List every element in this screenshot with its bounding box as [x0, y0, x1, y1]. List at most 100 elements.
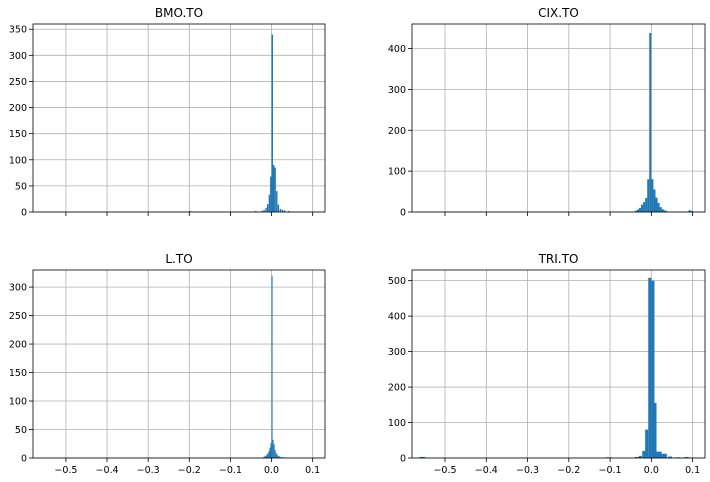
y-tick-label: 200	[388, 126, 406, 137]
histogram-bar	[273, 444, 275, 458]
histogram-bar	[657, 203, 660, 212]
y-tick-label: 400	[388, 44, 406, 55]
histogram-bar	[274, 450, 276, 458]
histogram-bar	[419, 456, 426, 458]
histogram-bar	[263, 456, 265, 458]
y-tick-label: 150	[9, 368, 27, 379]
histogram-bar	[275, 452, 277, 458]
histogram-bar	[663, 210, 666, 212]
x-tick-label: 0.0	[264, 465, 279, 476]
y-tick-label: 500	[388, 276, 406, 287]
axes-frame	[32, 269, 326, 459]
histogram-bar	[634, 210, 637, 212]
histogram-bar	[270, 443, 272, 458]
histogram-bar	[649, 32, 652, 212]
histogram-bar	[279, 208, 282, 212]
histogram-bar	[659, 207, 662, 212]
y-tick-label: 300	[9, 283, 27, 294]
y-tick-label: 200	[9, 340, 27, 351]
histogram-bar	[661, 453, 667, 458]
histogram-bar	[276, 454, 278, 458]
y-tick-label: 100	[9, 397, 27, 408]
y-tick-label: 300	[388, 85, 406, 96]
x-tick-label: −0.5	[433, 465, 456, 476]
histogram-bar	[652, 403, 657, 458]
x-tick-label: 0.1	[685, 465, 700, 476]
y-tick-label: 250	[9, 311, 27, 322]
histogram-bar	[255, 210, 257, 212]
histogram-panel-l-to: −0.5 −0.4 −0.3 −0.2 −0.1 0.0 0.1 0 50 100 150 200 25…	[9, 252, 326, 476]
histogram-panel-tri-to: −0.5 −0.4 −0.3 −0.2 −0.1 0.0 0.1 0 100 200 300 400 5…	[388, 252, 706, 476]
histogram-bar	[665, 211, 668, 212]
histogram-bar	[688, 210, 691, 212]
histogram-bar	[272, 439, 274, 458]
x-tick-label: −0.3	[516, 465, 539, 476]
y-tick-label: 400	[388, 312, 406, 323]
y-tick-label: 100	[388, 167, 406, 178]
histogram-bar	[277, 455, 279, 458]
histogram-bar	[645, 429, 649, 458]
histogram-bar	[274, 167, 276, 212]
y-tick-label: 100	[388, 418, 406, 429]
y-tick-label: 200	[9, 103, 27, 114]
histogram-bar	[271, 34, 273, 212]
histogram-bar	[261, 210, 263, 212]
histogram-bar	[281, 456, 283, 458]
histogram-bar	[264, 456, 266, 458]
histogram-bar	[265, 455, 267, 458]
panel-title: CIX.TO	[538, 6, 579, 20]
histogram-bar	[661, 209, 664, 212]
x-tick-label: −0.1	[219, 465, 242, 476]
histogram-bar	[287, 210, 290, 212]
histogram-bar	[283, 210, 286, 212]
histogram-bar	[269, 447, 271, 458]
panel-title: L.TO	[165, 252, 192, 266]
histogram-bar	[277, 204, 280, 212]
x-tick-label: 0.1	[305, 465, 320, 476]
histogram-bar	[268, 194, 271, 212]
histogram-bar	[189, 210, 191, 212]
histogram-bar	[645, 198, 648, 212]
histogram-bar	[647, 179, 650, 212]
histogram-bar	[272, 165, 275, 212]
histogram-bar	[651, 179, 654, 212]
histogram-bar	[642, 450, 646, 458]
histogram-bar	[643, 202, 646, 212]
histogram-bar	[684, 456, 689, 458]
y-tick-label: 300	[388, 347, 406, 358]
y-tick-label: 150	[9, 129, 27, 140]
x-tick-label: −0.3	[137, 465, 160, 476]
x-tick-label: −0.4	[475, 465, 498, 476]
y-tick-label: 350	[9, 25, 27, 36]
histogram-bar	[278, 456, 280, 458]
axes-frame	[32, 23, 326, 213]
y-tick-label: 50	[15, 425, 27, 436]
histogram-bar	[634, 456, 641, 458]
y-tick-label: 0	[400, 208, 406, 219]
y-tick-label: 250	[9, 77, 27, 88]
y-tick-label: 0	[21, 208, 27, 219]
x-tick-label: −0.1	[599, 465, 622, 476]
axes-frame	[411, 269, 706, 459]
histogram-bar	[267, 204, 269, 212]
histogram-bar	[265, 207, 267, 212]
y-tick-label: 0	[21, 454, 27, 465]
y-tick-label: 200	[388, 383, 406, 394]
y-tick-label: 100	[9, 155, 27, 166]
histogram-bar	[641, 204, 644, 212]
histogram-bar	[281, 209, 284, 212]
x-tick-label: −0.4	[95, 465, 118, 476]
histogram-bar	[651, 280, 655, 458]
axes-frame	[411, 23, 706, 213]
histogram-bar	[270, 176, 272, 212]
histogram-panel-cix-to: 0 100 200 300 400 CIX.TO	[388, 6, 706, 219]
panel-title: TRI.TO	[538, 252, 579, 266]
histogram-bar	[276, 191, 278, 212]
x-tick-label: −0.5	[54, 465, 77, 476]
y-tick-label: 300	[9, 51, 27, 62]
histogram-bar	[263, 209, 265, 212]
y-tick-label: 0	[400, 454, 406, 465]
histogram-bar	[667, 456, 672, 458]
histogram-bar	[638, 455, 642, 458]
